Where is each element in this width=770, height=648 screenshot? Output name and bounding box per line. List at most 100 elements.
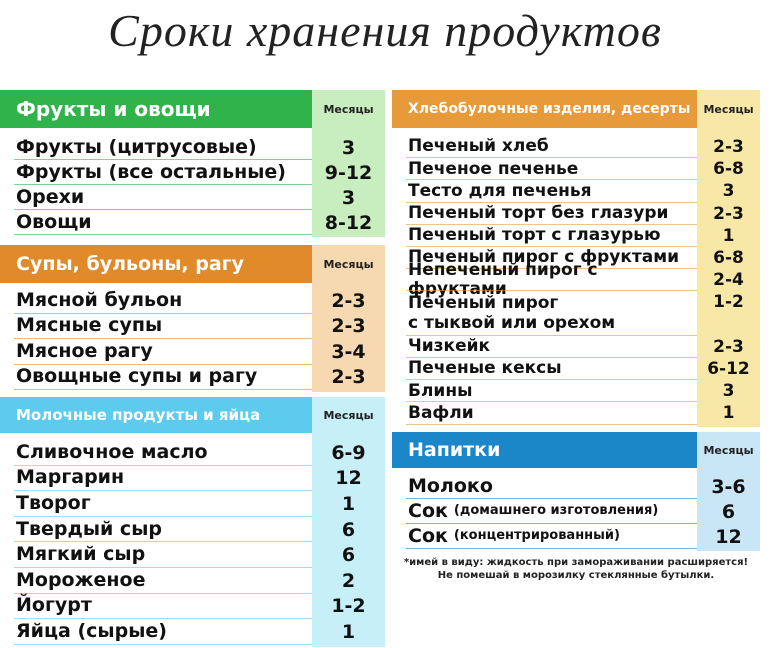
row-name: Печеный хлеб (408, 136, 695, 158)
item-name: Овощные супы и рагу (16, 365, 258, 388)
row-name: Орехи (16, 185, 310, 210)
row-separator (406, 246, 697, 247)
page-title: Сроки хранения продуктов (108, 5, 662, 56)
row-separator (406, 423, 697, 425)
row-value: 12 (715, 525, 742, 548)
item-note: (концентрированный) (453, 528, 620, 544)
row-name: Яйца (сырые) (16, 619, 310, 645)
item-name: Непеченый пирог с фруктами (408, 259, 598, 300)
section-title: Фрукты и овощи (16, 97, 211, 121)
item-name: Твердый сыр (16, 517, 162, 540)
months-column (697, 90, 760, 427)
row-name: Печеный торт без глазури (408, 203, 695, 225)
row-value: 2-3 (713, 203, 744, 224)
item-note: (домашнего изготовления) (453, 503, 659, 519)
item-name: Мороженое (16, 568, 146, 591)
row-name: Печеные кексы (408, 358, 695, 380)
months-label: Месяцы (323, 102, 374, 116)
footnote: *имей в виду: жидкость при замораживании… (403, 557, 749, 568)
row-value: 6 (341, 544, 356, 567)
row-value: 1 (341, 492, 356, 515)
item-name: Мясные супы (16, 314, 163, 337)
row-name: Фрукты (цитрусовые) (16, 135, 310, 160)
section-title: Супы, бульоны, рагу (16, 253, 244, 275)
row-separator (406, 179, 697, 181)
row-separator (14, 234, 312, 235)
row-name: Печеный пирог с фруктами (408, 247, 695, 269)
header-bar (0, 397, 312, 433)
row-value: 6-8 (713, 248, 744, 269)
row-value: 9-12 (324, 161, 373, 184)
months-label: Месяцы (323, 408, 374, 422)
row-name: Молоко (408, 474, 695, 499)
footnote: Не помешай в морозилку стеклянные бутылк… (437, 570, 715, 581)
item-name: Творог (16, 492, 91, 515)
item-name: Мясное рагу (16, 339, 153, 362)
item-name: Сок (408, 524, 448, 547)
row-name: Мясное рагу (16, 339, 310, 365)
row-separator (14, 567, 312, 568)
row-name: Вафли (408, 402, 695, 424)
row-name: Овощи (16, 210, 310, 235)
row-name: Мягкий сыр (16, 542, 310, 568)
row-separator (406, 157, 697, 159)
months-column (312, 245, 385, 392)
row-value: 1-2 (331, 595, 366, 618)
section-title: Напитки (408, 439, 501, 461)
row-value: 2-3 (331, 289, 366, 312)
row-separator (406, 523, 697, 524)
row-name: Мясные супы (16, 314, 310, 340)
row-value: 2-3 (713, 336, 744, 357)
row-separator (14, 363, 312, 365)
months-column (312, 397, 385, 647)
item-name: Мясной бульон (16, 288, 183, 311)
item-name: Печеные кексы (408, 358, 562, 379)
row-name: Сок (концентрированный) (408, 524, 695, 549)
months-label: Месяцы (703, 443, 754, 457)
row-value: 6 (341, 518, 356, 541)
row-separator (14, 515, 312, 517)
row-name: Йогурт (16, 594, 310, 620)
row-separator (406, 357, 697, 358)
row-separator (14, 464, 312, 466)
section-title: Хлебобулочные изделия, десерты (408, 101, 691, 117)
row-name: Сок (домашнего изготовления) (408, 499, 695, 524)
item-name: Печеный пирог с тыквой или орехом (408, 293, 616, 333)
row-value: 2 (341, 569, 356, 592)
item-name: Печеный пирог с фруктами (408, 247, 679, 268)
months-label: Месяцы (703, 102, 754, 116)
item-name: Вафли (408, 402, 474, 423)
row-value: 6-8 (713, 159, 744, 180)
row-name: Тесто для печенья (408, 180, 695, 202)
row-separator (14, 643, 312, 645)
row-separator (406, 401, 697, 403)
row-value: 2-3 (331, 366, 366, 389)
item-name: Печеный торт без глазури (408, 202, 669, 223)
row-value: 6-12 (707, 359, 750, 380)
item-name: Яйца (сырые) (16, 620, 167, 643)
item-name: Печеный торт с глазурью (408, 225, 661, 246)
row-name: Печеный торт с глазурью (408, 225, 695, 247)
row-separator (406, 498, 697, 499)
row-name: Овощные супы и рагу (16, 365, 310, 391)
row-separator (406, 379, 697, 381)
row-name: Сливочное масло (16, 440, 310, 466)
row-value: 1 (722, 403, 735, 424)
row-name: Печеное печенье (408, 158, 695, 180)
row-name: Непеченый пирог с фруктами (408, 260, 695, 299)
row-separator (406, 334, 697, 336)
section-title: Молочные продукты и яйца (16, 406, 261, 424)
row-separator (14, 618, 312, 620)
row-separator (14, 159, 312, 160)
item-name: Тесто для печенья (408, 180, 592, 201)
row-separator (14, 338, 312, 339)
header-bar (392, 432, 697, 468)
item-name: Маргарин (16, 466, 125, 489)
row-value: 2-4 (713, 270, 744, 291)
item-name: Сливочное масло (16, 440, 208, 463)
months-label: Месяцы (323, 257, 374, 271)
item-name: Овощи (16, 210, 92, 233)
item-name: Мягкий сыр (16, 543, 146, 566)
row-value: 2-3 (713, 137, 744, 158)
